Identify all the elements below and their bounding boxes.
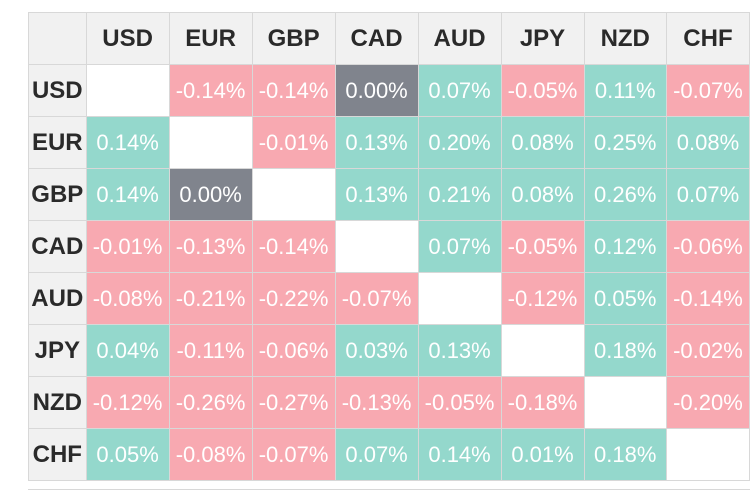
column-header-jpy: JPY [500,12,585,65]
heatmap-cell: -0.18% [500,376,585,429]
column-header-cad: CAD [334,12,419,65]
heatmap-cell: -0.21% [168,272,253,325]
heatmap-cell: 0.13% [334,168,419,221]
heatmap-cell: 0.14% [85,168,170,221]
heatmap-cell: -0.11% [168,324,253,377]
heatmap-cell: 0.14% [85,116,170,169]
heatmap-cell: 0.01% [500,428,585,481]
heatmap-cell: -0.06% [665,220,750,273]
heatmap-cell: -0.08% [168,428,253,481]
table-row-chf: CHF 0.05% -0.08% -0.07% 0.07% 0.14% 0.01% 0.18% [28,428,750,481]
heatmap-cell: 0.00% [168,168,253,221]
heatmap-cell: 0.13% [334,116,419,169]
heatmap-cell: -0.26% [168,376,253,429]
heatmap-cell: 0.25% [583,116,667,169]
row-header-aud: AUD [28,272,87,325]
heatmap-table: USD EUR GBP CAD AUD JPY NZD CHF USD -0.14% -0.14%… [28,12,750,481]
heatmap-cell: 0.26% [583,168,667,221]
heatmap-cell: 0.00% [334,64,419,117]
self-cell [417,272,502,325]
heatmap-cell: -0.22% [251,272,336,325]
header-row: USD EUR GBP CAD AUD JPY NZD CHF [28,12,750,65]
heatmap-cell: -0.14% [251,220,336,273]
heatmap-cell: 0.14% [417,428,502,481]
heatmap-cell: -0.05% [500,64,585,117]
currency-heatmap: USD EUR GBP CAD AUD JPY NZD CHF USD -0.14% -0.14%… [28,12,750,481]
heatmap-cell: -0.07% [665,64,750,117]
self-cell [85,64,170,117]
heatmap-cell: 0.07% [417,220,502,273]
heatmap-body: USD -0.14% -0.14% 0.00% 0.07% -0.05% 0.11% -0.0… [28,64,750,481]
self-cell [500,324,585,377]
table-row-nzd: NZD -0.12% -0.26% -0.27% -0.13% -0.05% -0.18% -… [28,376,750,429]
heatmap-cell: -0.20% [665,376,750,429]
heatmap-cell: -0.05% [500,220,585,273]
row-header-gbp: GBP [28,168,87,221]
heatmap-cell: 0.04% [85,324,170,377]
heatmap-cell: 0.21% [417,168,502,221]
heatmap-cell: -0.14% [168,64,253,117]
heatmap-cell: -0.08% [85,272,170,325]
self-cell [251,168,336,221]
table-row-gbp: GBP 0.14% 0.00% 0.13% 0.21% 0.08% 0.26% 0.07% [28,168,750,221]
heatmap-cell: 0.08% [500,116,585,169]
self-cell [665,428,750,481]
table-row-usd: USD -0.14% -0.14% 0.00% 0.07% -0.05% 0.11% -0.0… [28,64,750,117]
heatmap-cell: -0.01% [85,220,170,273]
heatmap-cell: -0.05% [417,376,502,429]
column-header-nzd: NZD [583,12,667,65]
heatmap-cell: 0.05% [583,272,667,325]
heatmap-cell: 0.11% [583,64,667,117]
heatmap-cell: 0.05% [85,428,170,481]
heatmap-cell: -0.13% [334,376,419,429]
heatmap-cell: 0.13% [417,324,502,377]
table-row-eur: EUR 0.14% -0.01% 0.13% 0.20% 0.08% 0.25% 0.08% [28,116,750,169]
column-header-gbp: GBP [251,12,336,65]
column-header-eur: EUR [168,12,253,65]
heatmap-cell: 0.07% [417,64,502,117]
row-header-jpy: JPY [28,324,87,377]
heatmap-cell: -0.07% [251,428,336,481]
heatmap-cell: -0.12% [85,376,170,429]
row-header-eur: EUR [28,116,87,169]
self-cell [168,116,253,169]
heatmap-cell: -0.02% [665,324,750,377]
heatmap-cell: -0.14% [665,272,750,325]
row-header-chf: CHF [28,428,87,481]
column-header-aud: AUD [417,12,502,65]
table-row-jpy: JPY 0.04% -0.11% -0.06% 0.03% 0.13% 0.18% -0.02… [28,324,750,377]
heatmap-cell: -0.12% [500,272,585,325]
row-header-cad: CAD [28,220,87,273]
column-header-usd: USD [85,12,170,65]
table-row-cad: CAD -0.01% -0.13% -0.14% 0.07% -0.05% 0.12% -0.… [28,220,750,273]
heatmap-cell: 0.07% [334,428,419,481]
heatmap-cell: 0.08% [500,168,585,221]
heatmap-cell: 0.08% [665,116,750,169]
heatmap-cell: -0.07% [334,272,419,325]
heatmap-cell: -0.13% [168,220,253,273]
corner-cell [28,12,87,65]
heatmap-cell: 0.12% [583,220,667,273]
column-header-chf: CHF [665,12,750,65]
heatmap-cell: 0.18% [583,324,667,377]
self-cell [334,220,419,273]
heatmap-cell: 0.18% [583,428,667,481]
heatmap-cell: -0.06% [251,324,336,377]
self-cell [583,376,667,429]
heatmap-cell: -0.14% [251,64,336,117]
row-header-nzd: NZD [28,376,87,429]
table-row-aud: AUD -0.08% -0.21% -0.22% -0.07% -0.12% 0.05% -0… [28,272,750,325]
bottom-divider [28,489,750,490]
heatmap-cell: -0.27% [251,376,336,429]
row-header-usd: USD [28,64,87,117]
heatmap-cell: -0.01% [251,116,336,169]
heatmap-cell: 0.20% [417,116,502,169]
heatmap-cell: 0.07% [665,168,750,221]
heatmap-cell: 0.03% [334,324,419,377]
